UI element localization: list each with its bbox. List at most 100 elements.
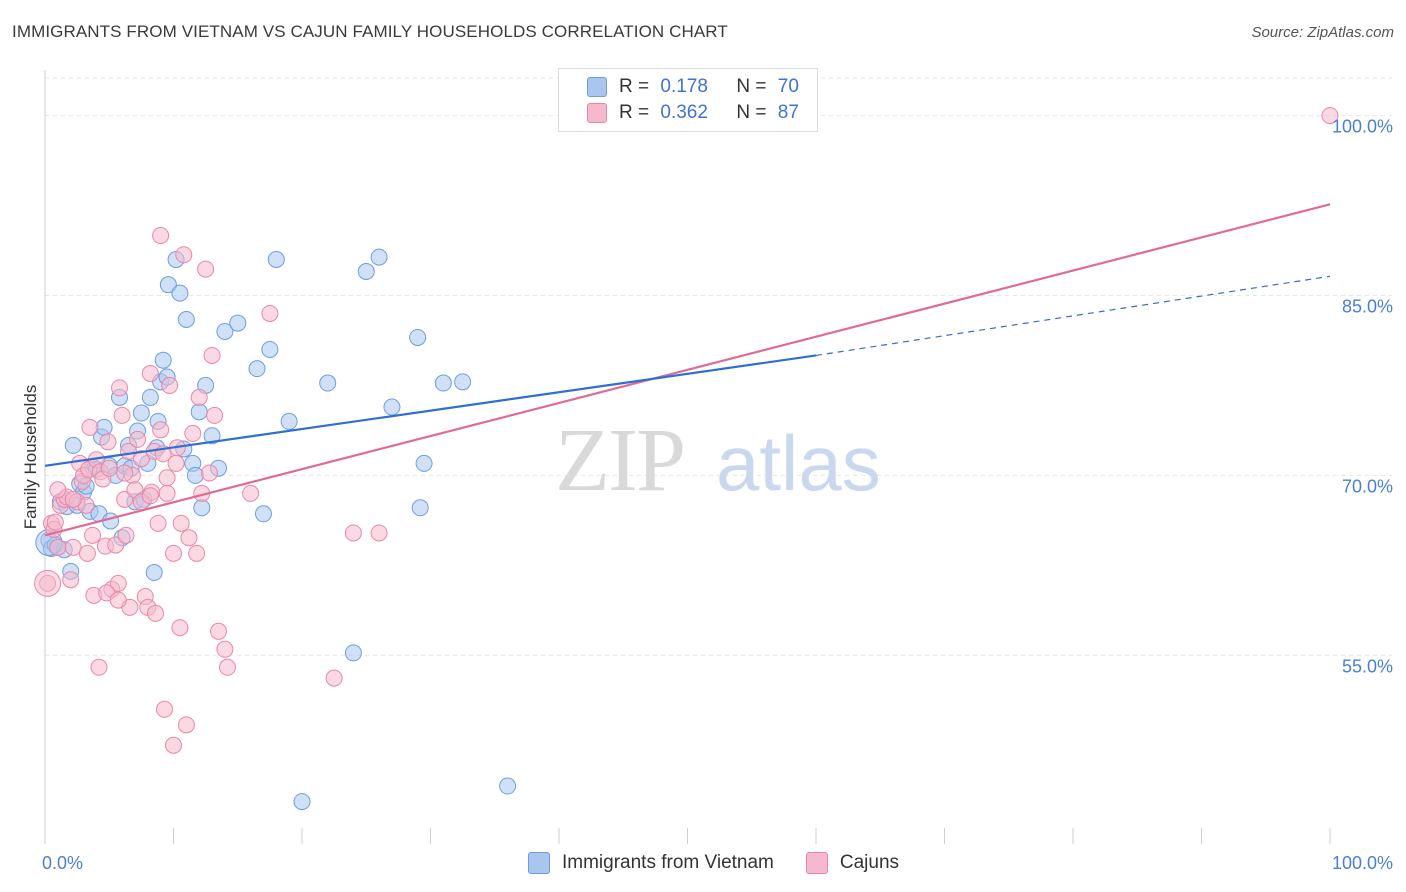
point-cajuns <box>141 487 159 505</box>
point-cajuns <box>113 406 131 424</box>
point-cajuns <box>172 514 190 532</box>
point-vietnam <box>229 314 247 332</box>
point-vietnam <box>154 351 172 369</box>
point-cajuns <box>197 260 215 278</box>
point-vietnam <box>454 373 472 391</box>
series-legend-label-vietnam: Immigrants from Vietnam <box>562 852 774 873</box>
point-vietnam <box>141 388 159 406</box>
point-cajuns <box>1321 107 1339 125</box>
y-tick-label: 70.0% <box>1342 476 1393 496</box>
legend-n-value-cajuns: 87 <box>777 102 799 123</box>
point-vietnam <box>132 404 150 422</box>
point-vietnam <box>203 427 221 445</box>
series-legend: Immigrants from Vietnam Cajuns <box>528 852 931 874</box>
point-vietnam <box>267 251 285 268</box>
point-cajuns <box>84 526 102 544</box>
point-cajuns <box>171 619 189 637</box>
point-vietnam <box>190 403 208 421</box>
point-cajuns <box>100 459 118 477</box>
point-cajuns <box>184 424 202 442</box>
point-cajuns <box>99 433 117 451</box>
point-vietnam <box>499 777 517 795</box>
point-cajuns <box>132 450 150 468</box>
point-vietnam <box>254 505 272 523</box>
point-cajuns <box>180 529 198 547</box>
trend-line-cajuns <box>44 203 1331 537</box>
point-cajuns <box>78 544 96 562</box>
point-cajuns <box>49 538 67 556</box>
point-cajuns <box>64 490 82 508</box>
series-legend-label-cajuns: Cajuns <box>839 852 900 873</box>
x-tick-label: 0.0% <box>42 853 83 873</box>
point-cajuns <box>190 388 208 406</box>
point-cajuns <box>152 227 170 245</box>
y-tick-label: 55.0% <box>1342 656 1393 676</box>
y-axis-title: Family Households <box>21 385 40 530</box>
point-cajuns <box>62 571 80 589</box>
point-cajuns-large <box>34 569 62 597</box>
point-vietnam <box>344 644 362 662</box>
series-cajuns-points <box>34 107 1339 754</box>
point-cajuns <box>64 538 82 556</box>
chart-title: IMMIGRANTS FROM VIETNAM VS CAJUN FAMILY … <box>12 22 728 41</box>
series-legend-vietnam: Immigrants from Vietnam <box>528 852 774 874</box>
chart-source: Source: ZipAtlas.com <box>1251 24 1394 41</box>
y-tick-label: 85.0% <box>1342 296 1393 316</box>
correlation-legend: R = 0.178 N = 70 R = 0.362 N = 87 <box>558 68 818 132</box>
point-vietnam <box>216 322 234 340</box>
legend-row-vietnam: R = 0.178 N = 70 <box>587 75 799 99</box>
legend-swatch-vietnam <box>587 77 607 97</box>
point-cajuns <box>111 379 129 397</box>
point-cajuns <box>177 716 195 734</box>
series-legend-cajuns: Cajuns <box>805 852 900 874</box>
trend-line-vietnam <box>44 354 817 467</box>
point-cajuns <box>218 658 236 676</box>
point-vietnam <box>261 340 279 358</box>
point-vietnam <box>370 248 388 266</box>
point-cajuns <box>261 304 279 322</box>
point-cajuns <box>203 346 221 364</box>
watermark-atlas: atlas <box>716 419 881 507</box>
point-cajuns <box>116 464 134 482</box>
legend-r-label: R = <box>619 102 650 123</box>
point-cajuns <box>156 700 174 718</box>
point-cajuns <box>152 421 170 439</box>
point-vietnam <box>357 262 375 280</box>
point-cajuns <box>175 246 193 264</box>
trend-lines <box>44 203 1331 537</box>
watermark-zip: ZIP <box>555 411 684 510</box>
point-vietnam <box>293 793 311 811</box>
point-cajuns <box>325 669 343 687</box>
point-vietnam <box>411 499 429 517</box>
point-cajuns <box>200 464 218 482</box>
legend-r-value-cajuns: 0.362 <box>660 102 708 123</box>
point-cajuns <box>149 514 167 532</box>
point-cajuns <box>209 622 227 640</box>
point-vietnam <box>145 564 163 582</box>
point-vietnam <box>193 499 211 517</box>
point-cajuns <box>158 469 176 487</box>
axes <box>44 70 1331 844</box>
legend-r-value-vietnam: 0.178 <box>660 76 708 97</box>
point-vietnam <box>95 418 113 436</box>
legend-row-cajuns: R = 0.362 N = 87 <box>587 101 799 125</box>
point-vietnam <box>434 374 452 392</box>
x-tick-label: 100.0% <box>1332 853 1393 873</box>
point-cajuns <box>49 481 67 499</box>
point-vietnam <box>383 398 401 416</box>
legend-n-label: N = <box>736 76 767 97</box>
trend-line-vietnam-projection <box>815 275 1331 357</box>
point-cajuns <box>141 364 159 382</box>
point-cajuns <box>90 658 108 676</box>
point-cajuns <box>165 544 182 562</box>
point-vietnam <box>64 436 82 454</box>
point-vietnam <box>415 454 433 472</box>
series-vietnam-points <box>35 248 517 811</box>
point-cajuns <box>161 376 179 394</box>
legend-n-label: N = <box>736 102 767 123</box>
point-cajuns <box>81 418 99 436</box>
point-cajuns <box>158 484 176 502</box>
series-legend-swatch-vietnam <box>528 852 550 874</box>
point-vietnam <box>409 328 427 346</box>
